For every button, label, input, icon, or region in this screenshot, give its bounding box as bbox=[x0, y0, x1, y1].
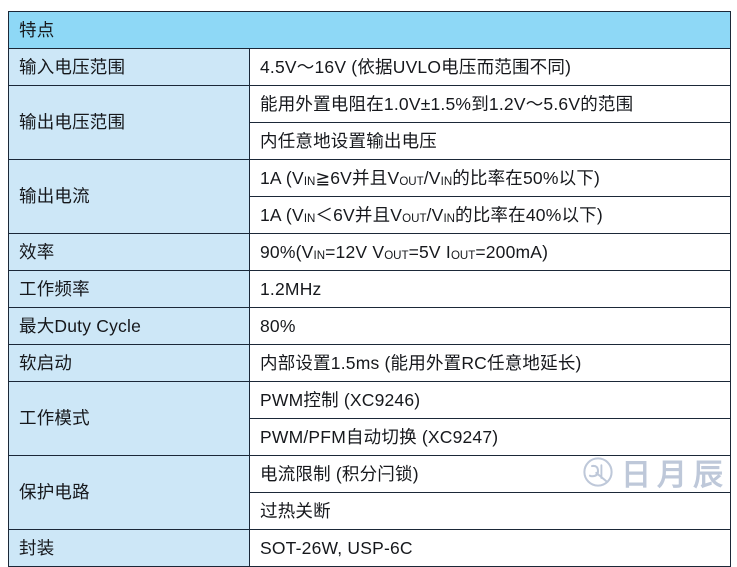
row-value-1-1: 内任意地设置输出电压 bbox=[249, 122, 731, 160]
row-label-3: 效率 bbox=[8, 233, 250, 271]
row-label-2: 输出电流 bbox=[8, 159, 250, 234]
table-row: 保护电路 电流限制 (积分闩锁) bbox=[8, 455, 731, 530]
row-label-0: 输入电压范围 bbox=[8, 48, 250, 86]
row-label-4: 工作频率 bbox=[8, 270, 250, 308]
row-value-8-1: 过热关断 bbox=[249, 492, 731, 530]
row-value-1-0: 能用外置电阻在1.0V±1.5%到1.2V～5.6V的范围 bbox=[249, 85, 731, 123]
table-row: 内任意地设置输出电压 bbox=[9, 122, 731, 160]
row-label-7: 工作模式 bbox=[8, 381, 250, 456]
row-value-2-0: 1A (VIN≧6V并且VOUT/VIN的比率在50%以下) bbox=[249, 159, 731, 197]
table-row: 工作模式 PWM控制 (XC9246) bbox=[8, 381, 731, 456]
table-row: 封装 SOT-26W, USP-6C bbox=[8, 529, 731, 567]
row-label-1: 输出电压范围 bbox=[8, 85, 250, 160]
row-value-6-0: 内部设置1.5ms (能用外置RC任意地延长) bbox=[249, 344, 731, 382]
table-row: 软启动 内部设置1.5ms (能用外置RC任意地延长) bbox=[8, 344, 731, 382]
table-row: 效率 90%(VIN=12V VOUT=5V IOUT=200mA) bbox=[8, 233, 731, 271]
row-label-5: 最大Duty Cycle bbox=[8, 307, 250, 345]
row-label-6: 软启动 bbox=[8, 344, 250, 382]
table-row: 输入电压范围 4.5V～16V (依据UVLO电压而范围不同) bbox=[8, 48, 731, 86]
table-row: 输出电流 1A (VIN≧6V并且VOUT/VIN的比率在50%以下) bbox=[8, 159, 731, 234]
row-value-2-1: 1A (VIN＜6V并且VOUT/VIN的比率在40%以下) bbox=[249, 196, 731, 234]
row-value-5-0: 80% bbox=[249, 307, 731, 345]
table-header-row: 特点 bbox=[8, 11, 731, 49]
table-row: 最大Duty Cycle 80% bbox=[8, 307, 731, 345]
table-header-label: 特点 bbox=[8, 11, 731, 49]
table-row: 输出电压范围 能用外置电阻在1.0V±1.5%到1.2V～5.6V的范围 bbox=[8, 85, 731, 160]
row-value-7-0: PWM控制 (XC9246) bbox=[249, 381, 731, 419]
table-row: 1A (VIN＜6V并且VOUT/VIN的比率在40%以下) bbox=[9, 196, 731, 234]
row-value-3-0: 90%(VIN=12V VOUT=5V IOUT=200mA) bbox=[249, 233, 731, 271]
row-label-8: 保护电路 bbox=[8, 455, 250, 530]
row-label-9: 封装 bbox=[8, 529, 250, 567]
row-value-4-0: 1.2MHz bbox=[249, 270, 731, 308]
row-value-7-1: PWM/PFM自动切换 (XC9247) bbox=[249, 418, 731, 456]
row-value-9-0: SOT-26W, USP-6C bbox=[249, 529, 731, 567]
features-spec-table: 特点 输入电压范围 4.5V～16V (依据UVLO电压而范围不同) 输出电压范围 能用… bbox=[8, 11, 731, 567]
row-value-0-0: 4.5V～16V (依据UVLO电压而范围不同) bbox=[249, 48, 731, 86]
row-value-8-0: 电流限制 (积分闩锁) bbox=[249, 455, 731, 493]
table-row: 工作频率 1.2MHz bbox=[8, 270, 731, 308]
